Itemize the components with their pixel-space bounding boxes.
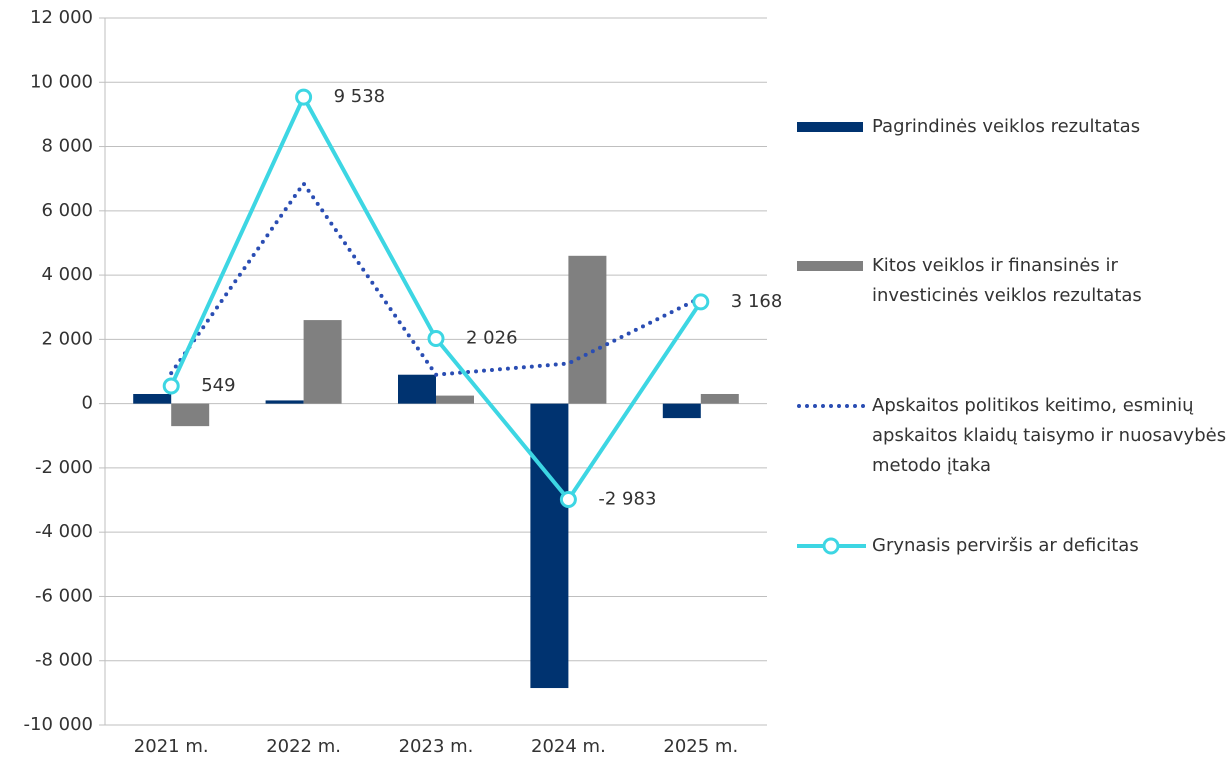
y-tick-label: -2 000	[35, 457, 93, 478]
legend-label: Grynasis perviršis ar deficitas	[872, 535, 1139, 556]
marker	[427, 330, 445, 348]
x-tick-label: 2023 m.	[399, 736, 474, 757]
y-tick-label: -10 000	[24, 714, 93, 735]
data-label: 9 538	[334, 86, 386, 107]
legend-swatch	[797, 122, 863, 132]
bar	[265, 400, 304, 404]
data-label: 2 026	[466, 328, 518, 349]
bar	[662, 403, 701, 419]
y-tick-label: 10 000	[30, 71, 93, 92]
data-label: -2 983	[598, 488, 656, 509]
bar	[133, 393, 172, 404]
legend-swatch	[822, 537, 840, 555]
y-tick-label: 4 000	[41, 264, 93, 285]
legend-label: Pagrindinės veiklos rezultatas	[872, 116, 1141, 137]
legend-label: Apskaitos politikos keitimo, esminių aps…	[872, 395, 1227, 476]
line	[169, 92, 703, 503]
y-tick-label: 12 000	[30, 7, 93, 28]
marker	[162, 377, 180, 395]
data-label: 549	[201, 375, 235, 396]
y-tick-label: 0	[82, 393, 93, 414]
bar	[568, 255, 607, 404]
x-tick-label: 2025 m.	[663, 736, 738, 757]
x-tick-label: 2021 m.	[134, 736, 209, 757]
marker	[559, 490, 577, 508]
dotted-line	[169, 179, 703, 377]
legend-swatch	[797, 261, 863, 271]
data-label: 3 168	[731, 291, 783, 312]
bar	[398, 374, 436, 404]
bar	[530, 403, 569, 689]
y-tick-label: 8 000	[41, 136, 93, 157]
bar	[303, 320, 342, 404]
bar	[171, 403, 210, 427]
y-tick-label: 2 000	[41, 328, 93, 349]
x-tick-label: 2024 m.	[531, 736, 606, 757]
marker	[295, 88, 313, 106]
bar	[436, 395, 474, 404]
y-tick-label: -6 000	[35, 585, 93, 606]
x-tick-label: 2022 m.	[266, 736, 341, 757]
legend-label: Kitos veiklos ir finansinės ir investici…	[872, 255, 1142, 306]
y-tick-label: 6 000	[41, 200, 93, 221]
marker	[692, 293, 710, 311]
y-tick-label: -4 000	[35, 521, 93, 542]
bar	[700, 393, 739, 404]
y-tick-label: -8 000	[35, 650, 93, 671]
